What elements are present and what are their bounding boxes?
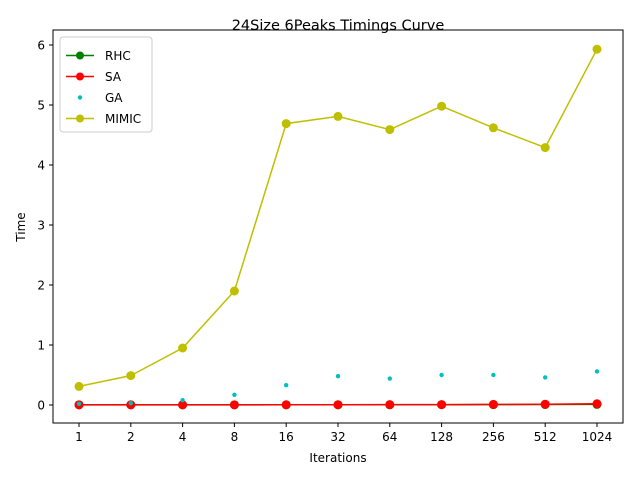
y-axis: 0 1 2 3 4 5 6	[37, 39, 53, 413]
data-point-mimic	[488, 123, 498, 133]
legend-label-ga: GA	[105, 91, 123, 105]
chart-title: 24Size 6Peaks Timings Curve	[232, 18, 445, 34]
data-point-ga	[387, 376, 392, 381]
x-tick-label: 1	[75, 430, 83, 444]
data-point-mimic	[229, 286, 239, 296]
data-point-mimic	[281, 119, 291, 129]
x-axis-label: Iterations	[309, 451, 366, 465]
data-point-sa	[488, 399, 498, 409]
legend-label-sa: SA	[105, 70, 122, 84]
data-point-ga	[180, 398, 185, 403]
data-point-mimic	[126, 371, 136, 381]
legend-box	[59, 36, 153, 133]
y-tick-label: 4	[37, 159, 45, 173]
data-point-ga	[543, 375, 548, 380]
y-tick-label: 1	[37, 339, 45, 353]
data-point-ga	[491, 372, 496, 378]
legend-marker-mimic	[76, 114, 84, 123]
data-point-mimic	[540, 143, 550, 153]
x-tick-label: 1024	[582, 430, 613, 444]
data-point-ga	[439, 372, 444, 378]
data-point-ga	[594, 369, 600, 374]
y-tick-label: 6	[37, 39, 45, 53]
data-point-ga	[284, 383, 289, 388]
data-point-mimic	[437, 101, 447, 111]
data-point-sa	[333, 400, 343, 410]
x-tick-label: 256	[482, 430, 505, 444]
data-point-sa	[540, 399, 550, 409]
data-point-ga	[76, 401, 82, 406]
x-tick-label: 8	[231, 430, 239, 444]
legend-marker-sa	[76, 72, 84, 81]
data-point-mimic	[333, 111, 343, 121]
series-layer	[74, 44, 602, 410]
data-point-sa	[281, 400, 291, 410]
data-point-mimic	[74, 381, 84, 391]
legend-marker-rhc	[76, 51, 84, 60]
y-tick-label: 2	[37, 279, 45, 293]
data-point-ga	[335, 374, 341, 379]
legend: RHC SA GA MIMIC	[59, 36, 153, 133]
legend-entries: RHC SA GA MIMIC	[66, 49, 141, 126]
y-tick-label: 0	[37, 399, 45, 413]
y-axis-label: Time	[14, 212, 28, 242]
series-mimic	[74, 44, 602, 391]
data-point-sa	[385, 400, 395, 410]
data-point-sa	[178, 400, 188, 410]
legend-label-mimic: MIMIC	[105, 112, 141, 126]
data-point-sa	[229, 400, 239, 410]
y-tick-label: 5	[37, 99, 45, 113]
legend-entry-mimic: MIMIC	[66, 112, 141, 126]
legend-marker-ga	[77, 95, 83, 100]
legend-entry-sa: SA	[66, 70, 122, 84]
data-point-mimic	[385, 125, 395, 135]
data-point-sa	[592, 399, 602, 409]
x-tick-label: 16	[279, 430, 294, 444]
legend-entry-rhc: RHC	[66, 49, 131, 63]
series-sa	[74, 399, 602, 410]
x-tick-label: 2	[127, 430, 135, 444]
plot-area	[52, 29, 624, 424]
legend-entry-ga: GA	[77, 91, 123, 105]
data-point-mimic	[592, 44, 602, 54]
x-tick-label: 32	[330, 430, 345, 444]
data-point-sa	[437, 400, 447, 410]
x-tick-label: 128	[430, 430, 453, 444]
legend-label-rhc: RHC	[105, 49, 131, 63]
x-tick-label: 512	[534, 430, 557, 444]
series-ga	[76, 369, 600, 406]
data-point-ga	[128, 401, 133, 406]
x-tick-label: 4	[179, 430, 187, 444]
data-point-mimic	[178, 343, 188, 353]
x-tick-label: 64	[382, 430, 397, 444]
data-point-ga	[232, 392, 237, 397]
y-tick-label: 3	[37, 219, 45, 233]
x-axis: 1 2 4 8 16 32 64 128 256 512 1024	[75, 423, 612, 444]
